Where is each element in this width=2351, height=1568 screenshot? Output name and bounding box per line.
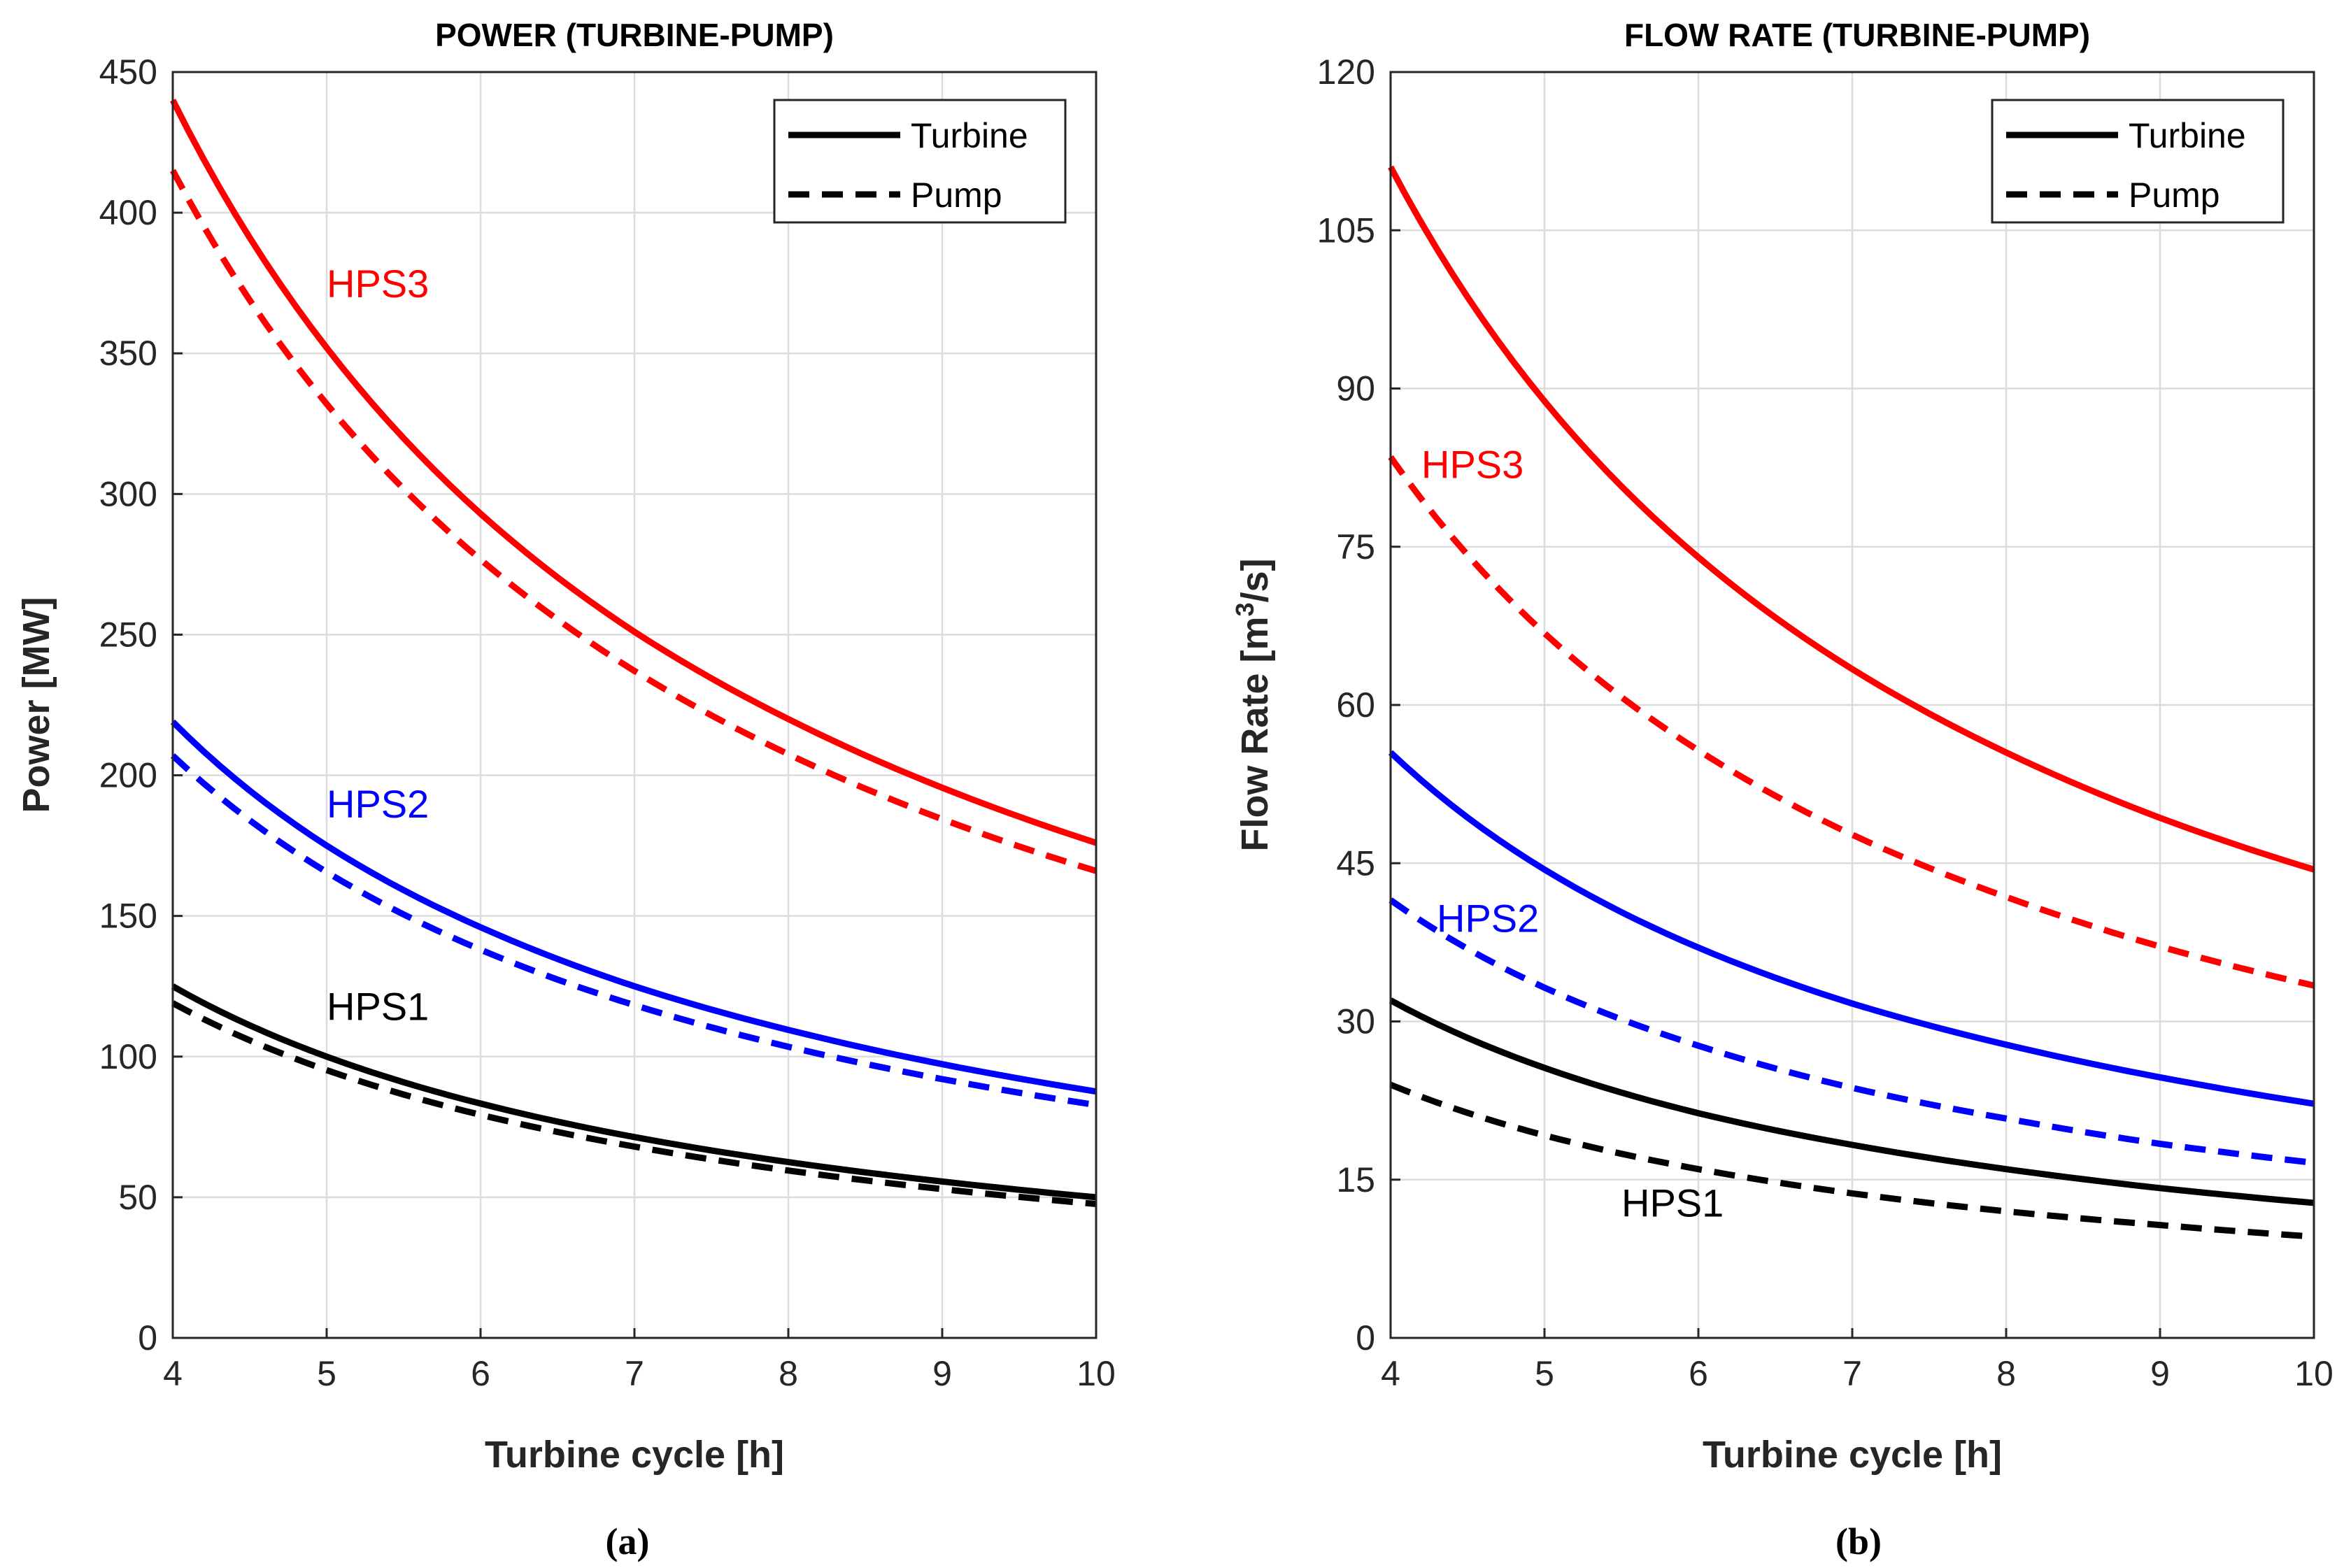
x-tick-label: 7 [1842,1354,1862,1393]
y-tick-label: 100 [99,1037,157,1076]
y-tick-label: 0 [1356,1318,1375,1357]
x-tick-label: 10 [1077,1354,1116,1393]
x-tick-label: 8 [1996,1354,2016,1393]
annotation-hps3-b: HPS3 [1421,443,1523,487]
y-tick-label: 105 [1317,211,1375,250]
y-tick-label: 45 [1336,843,1375,883]
x-tick-label: 8 [779,1354,798,1393]
y-tick-label: 150 [99,897,157,936]
x-tick-label: 6 [471,1354,490,1393]
x-axis-label-b: Turbine cycle [h] [1703,1434,2002,1476]
y-axis-label-b-sup: 3 [1230,602,1259,616]
series-group-b [1388,165,2315,1240]
x-tick-label: 4 [1381,1354,1400,1393]
annotation-hps1-b: HPS1 [1621,1181,1724,1225]
y-tick-label: 400 [99,193,157,232]
y-tick-label: 90 [1336,369,1375,408]
plot-frame-a [171,71,1098,1339]
series-line-hps1-turbine-b [1388,997,2315,1206]
x-tick-labels-b: 4 5 6 7 8 9 10 [1381,1354,2334,1393]
y-axis-label-a: Power [MW] [15,597,57,813]
annotation-hps1-a: HPS1 [327,984,429,1028]
legend-pump-label-b: Pump [2129,176,2220,215]
series-line-hps1-pump-a [171,1000,1097,1207]
y-tick-label: 30 [1336,1002,1375,1041]
annotations-a: HPS3 HPS2 HPS1 [327,262,429,1029]
x-tick-label: 10 [2294,1354,2334,1393]
series-line-hps2-pump-a [170,753,1097,1109]
series-group-a [169,99,1098,1207]
y-tick-label: 200 [99,756,157,795]
caption-b: (b) [1835,1520,1882,1562]
x-tick-label: 5 [317,1354,336,1393]
y-tick-label: 75 [1336,527,1375,566]
x-tick-label: 7 [625,1354,644,1393]
chart-title-a: POWER (TURBINE-PUMP) [435,17,834,53]
y-tick-labels-a: 0 50 100 150 200 250 300 350 400 450 [99,52,157,1357]
annotation-hps2-a: HPS2 [327,782,429,826]
caption-a: (a) [606,1520,650,1562]
legend-turbine-label-b: Turbine [2129,116,2246,155]
x-tick-labels-a: 4 5 6 7 8 9 10 [163,1354,1116,1393]
series-line-hps2-turbine-a [170,719,1097,1095]
y-tick-label: 120 [1317,52,1375,92]
x-tick-label: 9 [932,1354,952,1393]
x-tick-label: 4 [163,1354,183,1393]
series-line-hps2-turbine-b [1388,750,2315,1107]
annotation-hps2-b: HPS2 [1437,896,1539,940]
series-line-hps3-turbine-b [1388,165,2315,873]
legend-a: Turbine Pump [773,99,1067,224]
y-axis-label-b-main: Flow Rate [m [1234,617,1276,852]
series-line-hps1-turbine-a [171,983,1097,1201]
y-tick-label: 60 [1336,685,1375,725]
legend-turbine-label-a: Turbine [911,116,1028,155]
y-tick-label: 250 [99,615,157,654]
legend-pump-label-a: Pump [911,176,1002,215]
y-tick-label: 0 [138,1318,157,1357]
series-line-hps2-pump-b [1388,897,2315,1167]
legend-box-b [1991,99,2285,224]
y-axis-label-b-tail: /s] [1234,558,1276,602]
x-axis-label-a: Turbine cycle [h] [485,1434,784,1476]
x-tick-label: 5 [1535,1354,1554,1393]
legend-box-a [773,99,1067,224]
panel-b-flow-rate: FLOW RATE (TURBINE-PUMP) HPS3 HPS2 HPS1 0 1… [1230,17,2334,1562]
plot-frame-b [1389,71,2315,1339]
legend-b: Turbine Pump [1991,99,2285,224]
y-tick-label: 15 [1336,1160,1375,1199]
y-tick-labels-b: 0 15 30 45 60 75 90 105 120 [1317,52,1375,1357]
series-line-hps3-turbine-a [169,99,1098,846]
y-tick-label: 50 [118,1178,157,1217]
chart-title-b: FLOW RATE (TURBINE-PUMP) [1624,17,2090,53]
annotations-b: HPS3 HPS2 HPS1 [1421,443,1724,1225]
y-tick-label: 450 [99,52,157,92]
y-axis-label-b: Flow Rate [m3/s] [1230,558,1276,851]
series-line-hps1-pump-b [1389,1081,2315,1240]
y-tick-label: 300 [99,474,157,513]
annotation-hps3-a: HPS3 [327,262,429,306]
series-line-hps3-pump-a [170,169,1098,874]
y-tick-label: 350 [99,334,157,373]
x-tick-label: 6 [1689,1354,1708,1393]
x-tick-label: 9 [2150,1354,2170,1393]
